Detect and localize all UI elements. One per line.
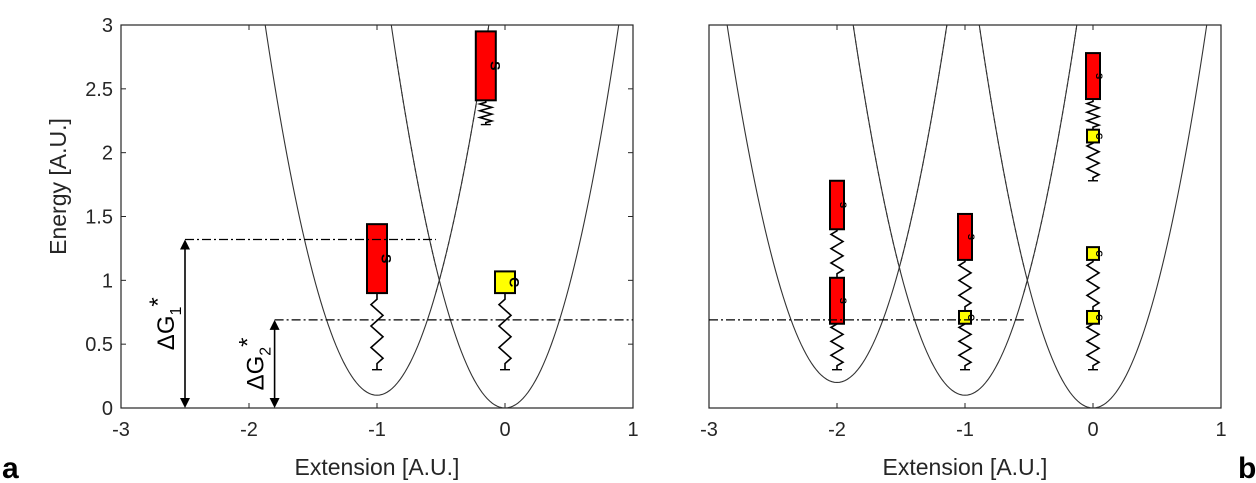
- x-tick-label: -3: [112, 419, 130, 441]
- y-tick-label: 2: [102, 143, 113, 165]
- dashed-curve: [900, 25, 948, 262]
- energy-curve: [852, 25, 1078, 396]
- dashed-curve: [1023, 25, 1078, 293]
- panel-b: -3 -2 -1 0 1 Extension [A.U.] S S C S C C C S: [700, 24, 1227, 480]
- spring: [1085, 319, 1101, 370]
- energy-curve: [390, 25, 620, 408]
- x-axis-label: Extension [A.U.]: [883, 454, 1048, 480]
- spring: [497, 293, 513, 370]
- glyphs: S S C S C C C S: [829, 52, 1104, 371]
- x-tick-label: 0: [1087, 419, 1098, 441]
- panel-a: -3 -2 -1 0 1 0 0.5 1 1.5 2 2.5 3 Extension [A.U.] Ene…: [45, 15, 639, 480]
- delta-g-label: ΔG2*: [235, 337, 275, 390]
- block-label: S: [1094, 73, 1104, 79]
- glyphs: S C S: [366, 30, 523, 371]
- block-label: C: [1094, 250, 1104, 257]
- block-label: C: [1094, 314, 1104, 321]
- overlay: a b ΔG1* ΔG2*: [2, 238, 1256, 483]
- y-tick-label: 1.5: [85, 207, 113, 229]
- y-tick-label: 0.5: [85, 334, 113, 356]
- spring: [957, 319, 973, 370]
- block-label: C: [1094, 133, 1104, 140]
- dashed-curve: [435, 25, 490, 293]
- arrow-head-up: [269, 319, 280, 330]
- spring: [957, 257, 973, 311]
- x-tick-label: -1: [956, 419, 974, 441]
- energy-curve: [264, 25, 490, 396]
- spring: [1085, 139, 1101, 181]
- x-tick-label: -3: [700, 419, 718, 441]
- block-label: S: [966, 234, 976, 240]
- spring: [829, 319, 845, 370]
- red-block: [366, 223, 388, 295]
- dashed-curve: [978, 25, 1025, 267]
- energy-curve: [978, 25, 1208, 408]
- x-tick-label: 0: [499, 419, 510, 441]
- y-tick-label: 0: [102, 398, 113, 420]
- y-tick-label: 3: [102, 15, 113, 37]
- x-tick-label: -1: [368, 419, 386, 441]
- curves: [264, 25, 620, 408]
- spring: [1085, 257, 1101, 311]
- block-label: S: [838, 202, 848, 208]
- spring: [369, 293, 385, 370]
- spring: [1084, 99, 1102, 130]
- x-tick-label: -2: [240, 419, 258, 441]
- y-tick-label: 2.5: [85, 79, 113, 101]
- yellow-block: [1086, 246, 1100, 261]
- block-label: C: [966, 314, 976, 321]
- y-axis-label: Energy [A.U.]: [45, 118, 71, 255]
- red-block: [957, 212, 973, 261]
- dashed-curve: [395, 57, 437, 267]
- x-tick-label: -2: [828, 419, 846, 441]
- arrow-head-down: [269, 398, 280, 408]
- dashed-curve: [852, 25, 902, 275]
- axes-box: [120, 24, 634, 409]
- block-label: S: [838, 298, 848, 304]
- yellow-block: [494, 270, 516, 295]
- block-label: S: [487, 61, 503, 70]
- spring: [829, 226, 845, 278]
- energy-curve: [726, 25, 948, 384]
- arrow-head-up: [180, 239, 190, 250]
- red-block: [474, 30, 497, 102]
- panel-label: a: [2, 452, 19, 483]
- block-label: S: [379, 254, 395, 263]
- arrow-head-down: [180, 398, 190, 408]
- x-axis-label: Extension [A.U.]: [295, 454, 460, 480]
- x-tick-label: 1: [1215, 419, 1226, 441]
- block-label: C: [507, 277, 523, 287]
- spring: [476, 100, 495, 125]
- red-block: [1085, 52, 1101, 101]
- y-tick-label: 1: [102, 270, 113, 292]
- x-tick-label: 1: [627, 419, 638, 441]
- curves: [726, 25, 1208, 408]
- red-block: [829, 179, 845, 231]
- panel-label: b: [1238, 452, 1256, 483]
- delta-g-label: ΔG1*: [145, 297, 185, 350]
